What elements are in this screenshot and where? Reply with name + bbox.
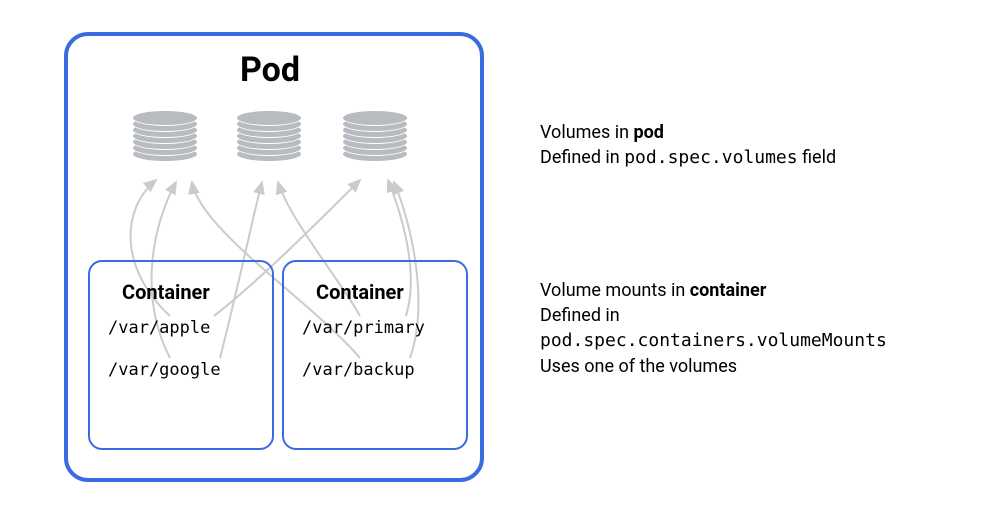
- volume-disc: [342, 110, 408, 126]
- caption-mounts: Volume mounts in container Defined in po…: [540, 278, 960, 379]
- caption-volumes-line1-pre: Volumes in: [540, 122, 634, 143]
- volume-stack: [342, 110, 408, 162]
- mount-path: /var/primary: [302, 318, 425, 338]
- container-title: Container: [316, 280, 404, 304]
- mount-path: /var/google: [108, 360, 221, 380]
- caption-mounts-line1-bold: container: [690, 280, 767, 301]
- volume-disc: [236, 110, 302, 126]
- caption-volumes: Volumes in pod Defined in pod.spec.volum…: [540, 120, 960, 170]
- caption-mounts-line3-code: pod.spec.containers.volumeMounts: [540, 330, 887, 351]
- caption-volumes-line2-post: field: [798, 147, 837, 168]
- caption-volumes-line1-bold: pod: [634, 122, 664, 143]
- volume-stack: [236, 110, 302, 162]
- volume-stack: [132, 110, 198, 162]
- pod-title: Pod: [200, 50, 340, 90]
- caption-mounts-line4: Uses one of the volumes: [540, 354, 960, 379]
- mount-path: /var/apple: [108, 318, 210, 338]
- caption-volumes-line2-pre: Defined in: [540, 147, 624, 168]
- mount-path: /var/backup: [302, 360, 415, 380]
- caption-mounts-line2: Defined in: [540, 303, 960, 328]
- container-title: Container: [122, 280, 210, 304]
- caption-volumes-line2-code: pod.spec.volumes: [624, 147, 797, 168]
- caption-mounts-line1-pre: Volume mounts in: [540, 280, 690, 301]
- volume-disc: [132, 110, 198, 126]
